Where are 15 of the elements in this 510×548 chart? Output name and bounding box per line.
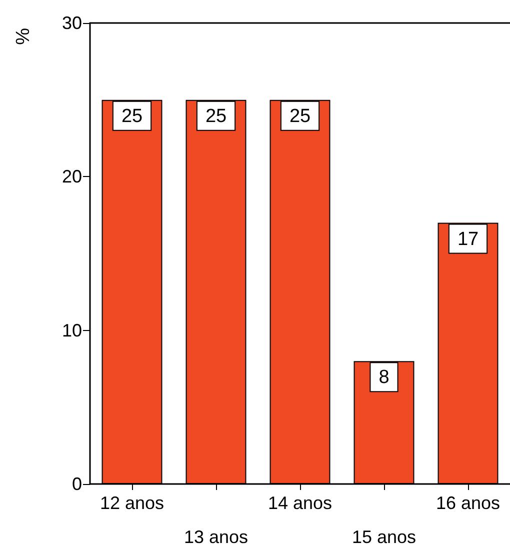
x-tick-label: 12 anos [100, 493, 164, 513]
x-tick-label: 16 anos [436, 493, 500, 513]
y-tick-label: 30 [62, 13, 82, 33]
data-label: 17 [457, 228, 479, 250]
data-label: 25 [121, 106, 143, 127]
x-tick-label: 14 anos [268, 493, 332, 513]
data-label: 25 [205, 106, 227, 127]
data-label: 25 [289, 106, 311, 127]
y-tick-label: 0 [72, 474, 82, 494]
y-tick-label: 20 [62, 166, 82, 187]
x-tick-label: 15 anos [352, 527, 416, 547]
y-axis-title: % [13, 28, 34, 45]
x-tick-label: 13 anos [184, 527, 248, 547]
data-label: 8 [378, 367, 390, 388]
y-tick-label: 10 [62, 320, 82, 340]
